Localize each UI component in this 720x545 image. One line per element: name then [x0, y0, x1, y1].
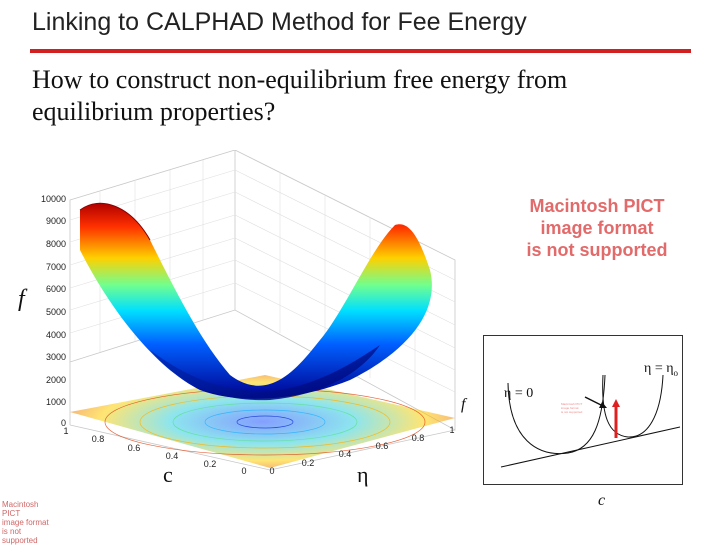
eta-tick-label: 0.8 — [412, 433, 425, 443]
eta-tick-label: 0.2 — [302, 458, 315, 468]
eta-eq-subscript: o — [673, 367, 679, 378]
schematic-diagram: Macintosh PICT image format is not suppo… — [483, 335, 683, 485]
common-tangent-line — [500, 426, 681, 468]
slide-question: How to construct non-equilibrium free en… — [32, 65, 568, 126]
eta-tick-label: 0 — [269, 466, 274, 476]
z-tick-label: 5000 — [46, 307, 66, 317]
c-tick-label: 0.4 — [166, 451, 179, 461]
surface-plot: 10000 9000 8000 7000 6000 5000 4000 3000… — [41, 150, 456, 476]
placeholder-line: image format — [2, 518, 49, 527]
z-tick-label: 6000 — [46, 284, 66, 294]
placeholder-line: is not supported — [526, 240, 668, 260]
eta-axis-label: η — [357, 462, 369, 487]
z-tick-label: 10000 — [41, 194, 66, 204]
small-unsupported-image-placeholder: Macintosh PICT image format is not suppo… — [2, 500, 52, 545]
c-tick-label: 0 — [241, 466, 246, 476]
red-arrow-head — [612, 399, 620, 407]
placeholder-line: Macintosh PICT — [529, 196, 665, 216]
z-tick-label: 0 — [61, 418, 66, 428]
schematic-c-label: c — [598, 492, 606, 509]
tiny-placeholder-line: Macintosh PICT — [561, 402, 583, 406]
z-tick-label: 3000 — [46, 352, 66, 362]
placeholder-line: is not supported — [2, 527, 38, 545]
eta-tick-label: 1 — [449, 425, 454, 435]
schematic-f-label: f — [461, 396, 466, 413]
eta-eq-label: η = ηo — [644, 361, 678, 378]
z-tick-label: 7000 — [46, 262, 66, 272]
tiny-placeholder: Macintosh PICT image format is not suppo… — [561, 402, 583, 414]
eta-zero-label: η = 0 — [504, 386, 534, 401]
z-tick-label: 2000 — [46, 375, 66, 385]
c-axis-label: c — [163, 462, 173, 487]
z-tick-label: 1000 — [46, 397, 66, 407]
placeholder-line: image format — [540, 218, 654, 238]
c-tick-label: 0.2 — [204, 459, 217, 469]
diagram-frame — [483, 335, 683, 485]
c-tick-label: 1 — [63, 426, 68, 436]
slide-title: Linking to CALPHAD Method for Fee Energy — [32, 8, 527, 36]
tiny-placeholder-line: image format — [561, 406, 579, 410]
title-underline — [30, 49, 691, 53]
z-axis-label: f — [18, 286, 25, 312]
floor-contour — [70, 375, 455, 468]
unsupported-image-placeholder: Macintosh PICT image format is not suppo… — [502, 195, 692, 261]
tiny-placeholder-line: is not supported — [561, 410, 583, 414]
black-arrow-head — [599, 402, 607, 408]
eta-tick-label: 0.4 — [339, 449, 352, 459]
eta-tick-label: 0.6 — [376, 441, 389, 451]
z-tick-label: 9000 — [46, 216, 66, 226]
z-tick-label: 8000 — [46, 239, 66, 249]
z-tick-label: 4000 — [46, 330, 66, 340]
c-tick-label: 0.6 — [128, 443, 141, 453]
c-tick-label: 0.8 — [92, 434, 105, 444]
free-energy-surface — [79, 202, 432, 401]
eta-zero-curve — [507, 374, 606, 455]
placeholder-line: Macintosh PICT — [2, 500, 39, 518]
eta-eq-text: η = η — [644, 361, 674, 376]
